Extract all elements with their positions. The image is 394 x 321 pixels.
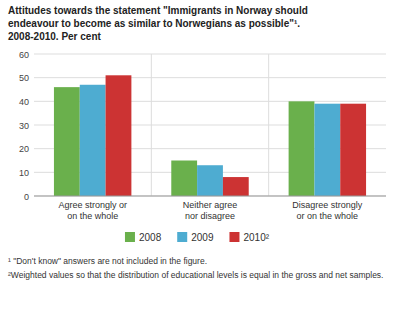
legend-label: 2009: [191, 232, 214, 243]
bar: [340, 104, 366, 196]
x-tick-label-line: nor disagree: [185, 211, 235, 221]
footnote-line: ¹ "Don't know" answers are not included …: [8, 256, 207, 266]
y-tick-label: 50: [19, 73, 29, 83]
bar: [106, 75, 132, 196]
y-tick-label: 20: [19, 144, 29, 154]
x-tick-label-line: Neither agree: [183, 200, 238, 210]
y-tick-label: 40: [19, 97, 29, 107]
title: Attitudes towards the statement "Immigra…: [8, 5, 308, 42]
group-divider: [268, 54, 269, 196]
group-divider: [151, 54, 152, 196]
x-tick-label: Agree strongly oron the whole: [58, 200, 127, 221]
chart: Attitudes towards the statement "Immigra…: [0, 0, 394, 321]
legend: 2008 2009 2010²: [125, 232, 270, 243]
title-line: 2008-2010. Per cent: [8, 31, 102, 42]
bar: [80, 85, 106, 196]
legend-swatch: [229, 232, 239, 242]
bar: [197, 165, 223, 196]
x-tick-label-line: on the whole: [67, 211, 118, 221]
title-line: endeavour to become as similar to Norweg…: [8, 18, 300, 29]
legend-label: 2010²: [243, 232, 269, 243]
legend-swatch: [177, 232, 187, 242]
legend-label: 2008: [139, 232, 162, 243]
bar: [289, 101, 315, 196]
y-tick-label: 60: [19, 50, 29, 60]
grid-line: [34, 77, 386, 78]
y-tick-label: 30: [19, 121, 29, 131]
grid-line: [34, 196, 386, 197]
x-tick-label: Disagree stronglyor on the whole: [292, 200, 363, 221]
footnote-line: ²Weighted values so that the distributio…: [8, 270, 383, 280]
y-tick-label: 10: [19, 168, 29, 178]
grid-line: [34, 54, 386, 55]
x-tick-label: Neither agreenor disagree: [183, 200, 238, 221]
y-tick-label: 0: [24, 192, 29, 202]
x-tick-label-line: or on the whole: [297, 211, 359, 221]
legend-swatch: [125, 232, 135, 242]
footnote: ¹ "Don't know" answers are not included …: [8, 256, 207, 266]
x-tick-label-line: Agree strongly or: [58, 200, 127, 210]
footnote: ²Weighted values so that the distributio…: [8, 270, 383, 280]
x-axis: [34, 196, 386, 197]
x-tick-label-line: Disagree strongly: [292, 200, 363, 210]
bar: [223, 177, 249, 196]
bar: [171, 161, 197, 197]
bar: [314, 104, 340, 196]
title-line: Attitudes towards the statement "Immigra…: [8, 5, 308, 16]
bars: [54, 75, 366, 196]
bar: [54, 87, 80, 196]
